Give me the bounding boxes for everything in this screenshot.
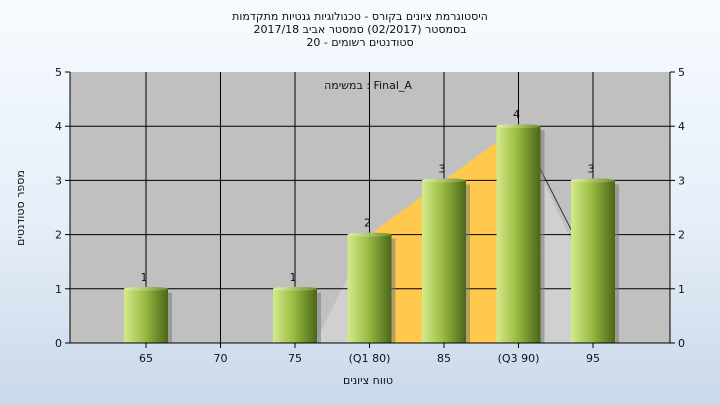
y-tick-label-right: 5 [678,66,685,79]
bar [347,234,392,343]
bar [422,180,466,343]
y-tick-label-right: 0 [678,337,685,350]
y-tick-label-right: 3 [678,174,685,187]
chart-title: היסטוגרמת ציונים בקורס - טכנולוגיות גנטי… [0,10,720,49]
chart-annotation: במשימה : Final_A [324,79,412,92]
title-line-1: היסטוגרמת ציונים בקורס - טכנולוגיות גנטי… [232,10,488,23]
y-tick-label-left: 1 [55,283,62,296]
bar [273,288,317,343]
y-tick-label-right: 1 [678,283,685,296]
x-tick-label: (Q1 80) [349,352,391,365]
bar-data-label: 3 [588,162,595,175]
title-line-2: בסמסטר (02/2017) סמסטר אביב 2017/18 [253,23,467,36]
bar-data-label: 3 [439,162,446,175]
bar-top [496,124,541,129]
x-tick-label: 95 [586,352,600,365]
bar-top [273,286,317,291]
title-line-3: סטודנטים רשומים - 20 [306,36,414,49]
y-tick-label-left: 3 [55,174,62,187]
x-tick-label: 85 [437,352,451,365]
bar-data-label: 2 [364,217,371,230]
bar-data-label: 1 [141,271,148,284]
x-tick-label: 75 [288,352,302,365]
bar-top [422,178,466,183]
x-tick-label: 65 [139,352,153,365]
y-axis-title: מספר סטודנטים [14,170,27,246]
x-tick-label: 70 [214,352,228,365]
x-tick-label: (Q3 90) [498,352,540,365]
bar [496,126,541,343]
bar-data-label: 4 [513,108,520,121]
bar-top [124,286,168,291]
bar [571,180,615,343]
x-axis-title: טווח ציונים [343,374,393,387]
y-tick-label-right: 2 [678,229,685,242]
bar-top [571,178,615,183]
y-tick-label-left: 4 [55,120,62,133]
bar [124,288,168,343]
bar-top [347,232,392,237]
y-tick-label-left: 2 [55,229,62,242]
bar-data-label: 1 [290,271,297,284]
y-tick-label-left: 0 [55,337,62,350]
y-tick-label-left: 5 [55,66,62,79]
y-tick-label-right: 4 [678,120,685,133]
